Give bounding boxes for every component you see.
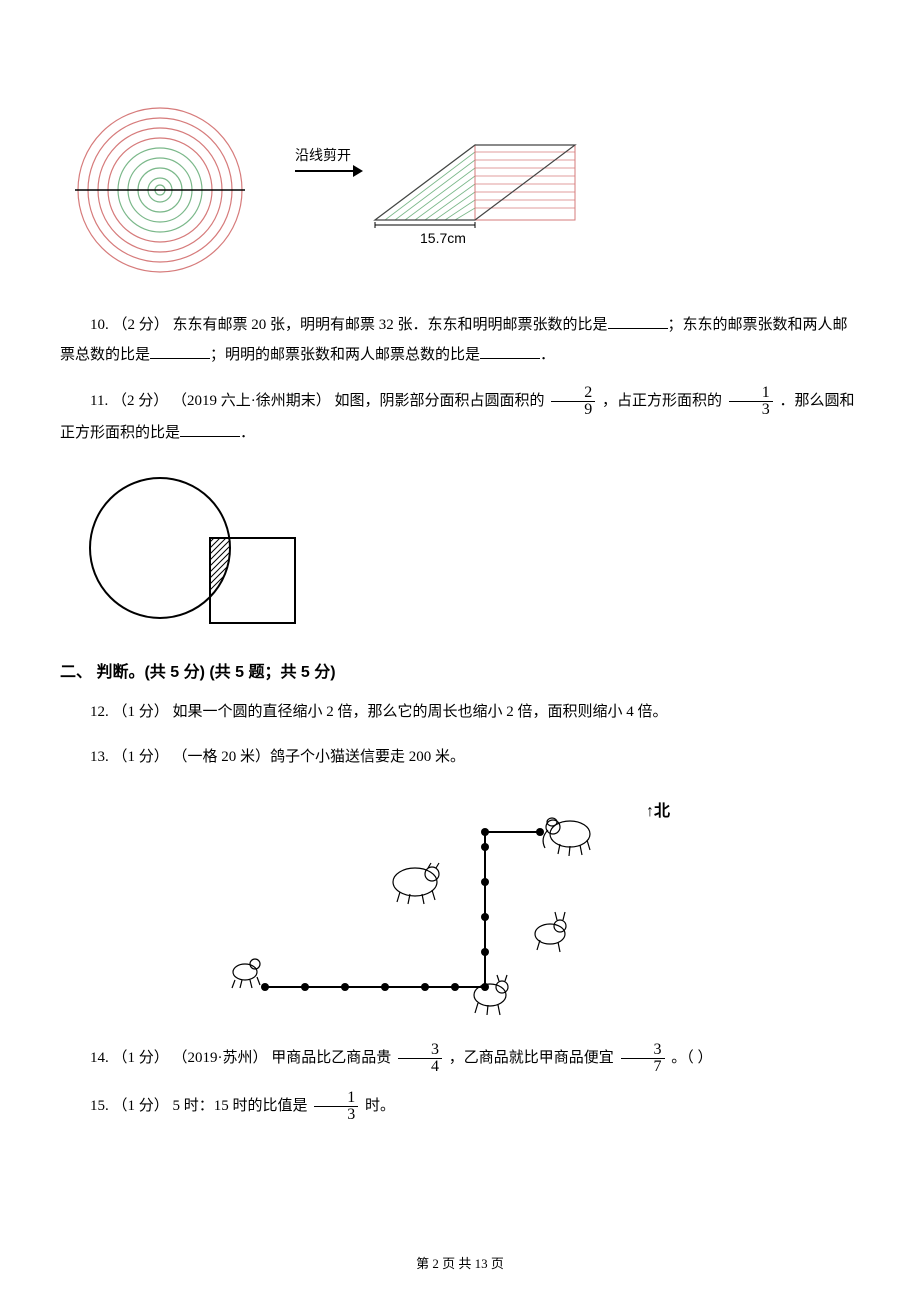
figure-animals-path: ↑北 [210, 792, 710, 1022]
fraction-3-4: 34 [398, 1042, 442, 1075]
q15-text1: 5 时：15 时的比值是 [173, 1098, 312, 1114]
figure-circle-square-overlap [80, 468, 860, 633]
question-12: 12. （1 分） 如果一个圆的直径缩小 2 倍，那么它的周长也缩小 2 倍，面… [60, 697, 860, 727]
q10-number: 10. [90, 317, 109, 333]
arrow-label: 沿线剪开 [295, 145, 351, 165]
q14-number: 14. [90, 1050, 109, 1066]
blank-field[interactable] [150, 344, 210, 359]
q10-text1: 东东有邮票 20 张，明明有邮票 32 张．东东和明明邮票张数的比是 [173, 317, 608, 333]
parallelogram-diagram [370, 140, 590, 230]
q11-text4: ． [240, 425, 255, 441]
fraction-2-9: 29 [551, 385, 595, 418]
q13-text: （一格 20 米）鸽子个小猫送信要走 200 米。 [173, 749, 466, 765]
q12-number: 12. [90, 704, 109, 720]
q11-text2: ，占正方形面积的 [598, 393, 726, 409]
question-11: 11. （2 分） （2019 六上·徐州期末） 如图，阴影部分面积占圆面积的 … [60, 385, 860, 448]
page-footer: 第 2 页 共 13 页 [0, 1253, 920, 1272]
north-label: ↑北 [646, 797, 670, 821]
section-2-title: 二、 判断。(共 5 分) (共 5 题；共 5 分) [60, 658, 860, 682]
q12-text: 如果一个圆的直径缩小 2 倍，那么它的周长也缩小 2 倍，面积则缩小 4 倍。 [173, 704, 668, 720]
q14-source: （2019·苏州） [173, 1050, 268, 1066]
arrow-head-icon [353, 165, 363, 177]
q13-points: （1 分） [113, 749, 169, 765]
arrow-line [295, 170, 355, 172]
q11-text1: 如图，阴影部分面积占圆面积的 [334, 393, 548, 409]
q15-text2: 时。 [361, 1098, 395, 1114]
q12-points: （1 分） [113, 704, 169, 720]
q11-points: （2 分） [112, 393, 168, 409]
question-14: 14. （1 分） （2019·苏州） 甲商品比乙商品贵 34 ，乙商品就比甲商… [60, 1042, 860, 1075]
measurement-label: 15.7cm [420, 230, 466, 246]
question-15: 15. （1 分） 5 时：15 时的比值是 13 时。 [60, 1090, 860, 1123]
blank-field[interactable] [608, 314, 668, 329]
q10-text3: ；明明的邮票张数和两人邮票总数的比是 [210, 347, 480, 363]
blank-field[interactable] [180, 422, 240, 437]
q10-text4: ． [540, 347, 555, 363]
question-13: 13. （1 分） （一格 20 米）鸽子个小猫送信要走 200 米。 [60, 742, 860, 772]
q15-points: （1 分） [113, 1098, 169, 1114]
q15-number: 15. [90, 1098, 109, 1114]
q14-text1: 甲商品比乙商品贵 [271, 1050, 395, 1066]
q13-number: 13. [90, 749, 109, 765]
q14-text3: 。（ ） [668, 1050, 713, 1066]
question-10: 10. （2 分） 东东有邮票 20 张，明明有邮票 32 张．东东和明明邮票张… [60, 310, 860, 370]
figure-circle-to-parallelogram: 沿线剪开 15.7cm [60, 100, 860, 280]
blank-field[interactable] [480, 344, 540, 359]
fraction-1-3: 13 [314, 1090, 358, 1123]
fraction-3-7: 37 [621, 1042, 665, 1075]
q11-source: （2019 六上·徐州期末） [172, 393, 331, 409]
fraction-1-3: 13 [729, 385, 773, 418]
q10-points: （2 分） [113, 317, 169, 333]
q14-text2: ，乙商品就比甲商品便宜 [445, 1050, 618, 1066]
concentric-rings-diagram [70, 100, 250, 280]
q11-number: 11. [90, 393, 108, 409]
q14-points: （1 分） [113, 1050, 169, 1066]
